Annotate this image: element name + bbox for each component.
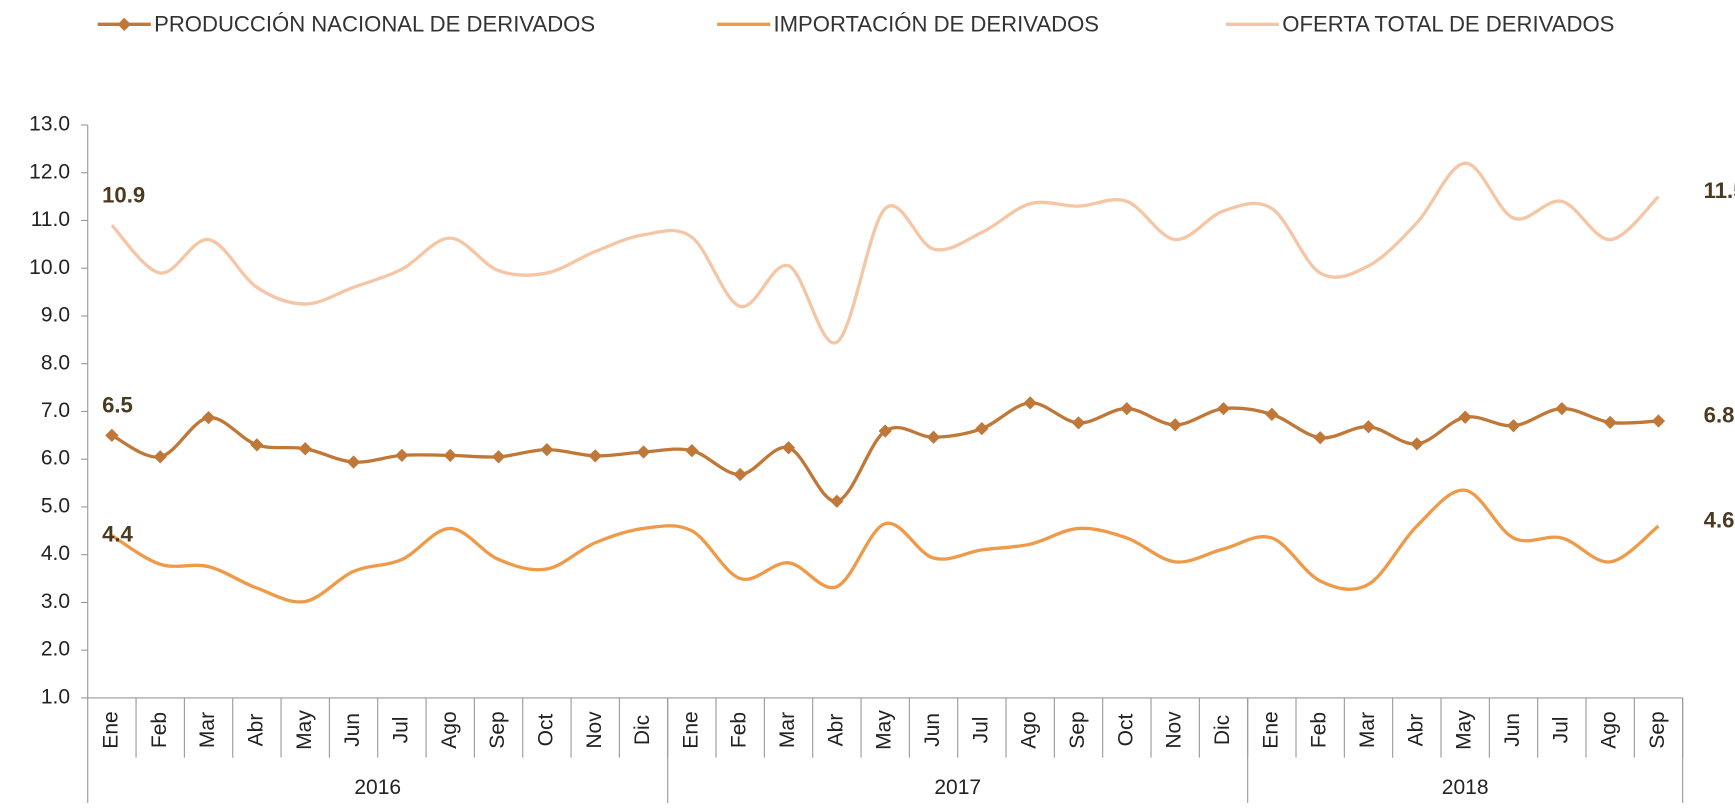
marker (636, 445, 651, 459)
data-label: 11.5 (1704, 178, 1735, 203)
x-tick-label: Abr (244, 714, 267, 747)
x-tick-label: Mar (196, 712, 219, 748)
marker (153, 450, 167, 464)
marker (1410, 437, 1424, 451)
x-tick-label: Nov (583, 711, 606, 749)
x-tick-label: Ene (1259, 711, 1282, 748)
x-tick-label: Oct (534, 714, 557, 747)
marker (105, 428, 119, 442)
series-line (110, 161, 1660, 345)
data-label: 6.8 (1704, 402, 1735, 427)
x-tick-label: Ago (438, 711, 461, 748)
marker (1216, 401, 1231, 416)
y-tick-label: 11.0 (31, 208, 70, 231)
y-tick-label: 2.0 (41, 638, 70, 661)
marker (540, 443, 554, 457)
x-tick-label: May (873, 710, 896, 750)
marker (1120, 401, 1134, 416)
marker (830, 494, 844, 508)
marker (346, 455, 361, 469)
year-label: 2017 (934, 776, 981, 799)
x-tick-label: Jul (1549, 717, 1572, 744)
y-tick-label: 7.0 (41, 399, 70, 422)
marker (975, 422, 989, 436)
marker (201, 411, 216, 425)
y-tick-label: 13.0 (29, 113, 70, 136)
marker (926, 430, 941, 444)
legend-label: IMPORTACIÓN DE DERIVADOS (773, 11, 1099, 36)
x-tick-label: Sep (486, 711, 509, 748)
y-tick-label: 12.0 (29, 160, 70, 183)
x-tick-label: Feb (1308, 712, 1331, 748)
marker (1071, 416, 1086, 430)
x-tick-label: Jun (1501, 713, 1524, 747)
y-tick-label: 4.0 (41, 542, 70, 565)
year-label: 2016 (354, 776, 401, 799)
marker (395, 448, 409, 463)
x-tick-label: Ene (99, 711, 122, 748)
marker (491, 450, 506, 464)
data-label: 10.9 (102, 182, 145, 207)
legend-label: PRODUCCIÓN NACIONAL DE DERIVADOS (154, 11, 595, 36)
x-tick-label: Oct (1114, 714, 1137, 747)
x-tick-label: May (1453, 710, 1476, 750)
series-line (111, 488, 1660, 604)
x-tick-label: Nov (1163, 711, 1186, 749)
y-tick-label: 8.0 (41, 351, 70, 374)
y-tick-label: 9.0 (41, 304, 70, 327)
marker (1265, 407, 1279, 421)
x-tick-label: Sep (1646, 711, 1669, 748)
data-label: 6.5 (102, 392, 133, 417)
x-tick-label: May (293, 710, 316, 750)
x-tick-label: Mar (1356, 712, 1379, 748)
y-tick-label: 1.0 (41, 685, 70, 708)
y-tick-label: 5.0 (41, 494, 70, 517)
marker (685, 443, 699, 458)
x-tick-label: Ene (679, 711, 702, 748)
marker (1555, 401, 1569, 416)
x-tick-label: Jul (969, 717, 992, 744)
x-tick-label: Mar (776, 712, 799, 748)
x-tick-label: Dic (1211, 715, 1234, 745)
marker (443, 448, 457, 463)
marker (781, 441, 796, 455)
marker (1168, 418, 1182, 432)
marker (1023, 396, 1037, 410)
marker (1651, 414, 1666, 428)
marker (1603, 415, 1617, 430)
y-tick-label: 3.0 (41, 590, 70, 613)
marker (250, 438, 264, 452)
marker (1313, 431, 1327, 445)
y-tick-label: 10.0 (29, 256, 70, 279)
marker (588, 449, 602, 463)
legend-marker (117, 17, 131, 31)
data-label: 4.6 (1704, 507, 1735, 532)
x-tick-label: Jun (341, 713, 364, 747)
year-label: 2018 (1442, 776, 1489, 799)
marker (1458, 410, 1472, 424)
series-line (111, 401, 1659, 503)
x-tick-label: Sep (1066, 711, 1089, 748)
marker (733, 467, 747, 482)
x-tick-label: Ago (1598, 711, 1621, 748)
legend-label: OFERTA TOTAL DE DERIVADOS (1282, 11, 1614, 36)
x-tick-label: Ago (1018, 711, 1041, 748)
marker (1361, 420, 1376, 434)
x-tick-label: Feb (148, 712, 171, 748)
x-tick-label: Abr (824, 714, 847, 747)
marker (1506, 419, 1521, 433)
x-tick-label: Jul (389, 717, 412, 744)
marker (298, 442, 312, 456)
x-tick-label: Jun (921, 713, 944, 747)
x-tick-label: Feb (728, 712, 751, 748)
x-tick-label: Abr (1404, 714, 1427, 747)
y-tick-label: 6.0 (41, 447, 70, 470)
data-label: 4.4 (102, 521, 133, 546)
x-tick-label: Dic (631, 715, 654, 745)
